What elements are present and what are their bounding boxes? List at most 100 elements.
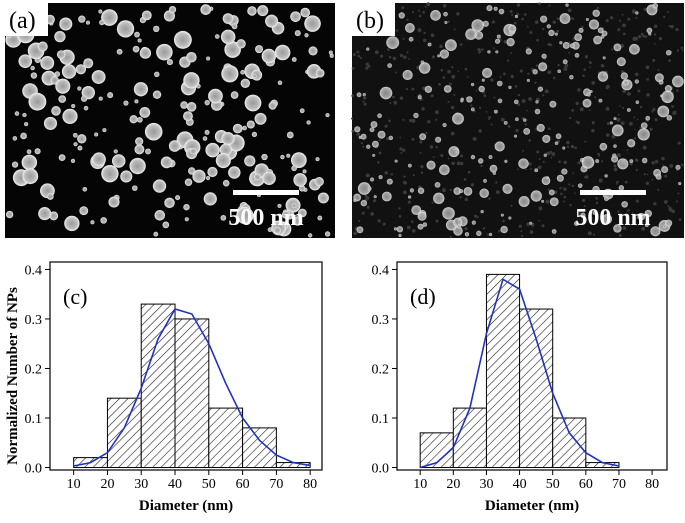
x-tick-label: 70: [612, 477, 626, 492]
particle: [129, 115, 138, 124]
noise: [386, 137, 390, 141]
noise: [635, 199, 639, 203]
noise: [351, 66, 355, 70]
particle: [417, 223, 424, 230]
noise: [380, 54, 384, 58]
noise: [584, 140, 587, 143]
noise: [646, 93, 650, 97]
noise: [406, 51, 409, 54]
particle: [612, 153, 617, 158]
noise: [611, 134, 616, 139]
particle: [496, 80, 503, 87]
noise: [588, 109, 591, 112]
noise: [475, 90, 478, 92]
noise: [637, 89, 641, 93]
particle: [54, 71, 61, 77]
noise: [591, 81, 596, 85]
noise: [643, 173, 646, 176]
particle: [488, 232, 493, 237]
particle: [465, 28, 477, 40]
noise: [547, 70, 552, 75]
particle: [145, 148, 151, 155]
particle: [613, 224, 622, 233]
y-tick-label: 0.0: [372, 462, 390, 477]
particle: [530, 190, 542, 202]
noise: [634, 72, 639, 77]
particle: [609, 121, 613, 125]
particle: [513, 134, 518, 138]
label-box: [352, 3, 395, 36]
noise: [618, 233, 622, 237]
particle: [291, 203, 297, 209]
x-tick-label: 50: [546, 477, 560, 492]
particle: [257, 5, 269, 17]
particle: [613, 117, 617, 121]
particle: [55, 78, 71, 94]
noise: [459, 196, 462, 199]
particle: [604, 196, 609, 202]
noise: [670, 24, 674, 29]
particle: [439, 49, 449, 59]
particle: [208, 88, 223, 104]
particle: [51, 106, 61, 116]
noise: [399, 136, 401, 139]
particle: [551, 229, 557, 234]
particle: [267, 227, 273, 233]
noise: [669, 164, 674, 168]
particle: [508, 216, 512, 220]
noise: [423, 31, 426, 35]
noise: [449, 236, 452, 239]
noise: [395, 29, 399, 32]
particle: [34, 148, 41, 155]
particle: [5, 210, 14, 219]
noise: [572, 172, 575, 174]
y-tick-label: 0.3: [25, 313, 43, 328]
noise: [680, 46, 684, 50]
bar: [452, 407, 487, 469]
particle: [637, 212, 646, 221]
particle: [503, 120, 508, 125]
particle: [409, 188, 415, 193]
particle: [47, 193, 54, 200]
particle: [652, 3, 659, 9]
particle: [523, 127, 531, 135]
noise: [674, 110, 677, 113]
particle: [478, 158, 484, 164]
bar: [208, 407, 244, 469]
noise: [450, 106, 455, 110]
particle: [644, 209, 652, 218]
noise: [640, 32, 644, 36]
x-axis-label: Diameter (nm): [485, 498, 579, 514]
noise: [435, 118, 438, 121]
noise: [595, 201, 599, 205]
particle: [580, 212, 586, 218]
particle: [378, 175, 383, 180]
noise: [541, 224, 545, 228]
noise: [363, 102, 367, 106]
x-tick-label: 80: [303, 477, 317, 492]
particle: [493, 6, 498, 11]
particle: [219, 143, 232, 156]
noise: [645, 65, 650, 70]
noise: [588, 61, 592, 65]
particle: [629, 43, 640, 55]
particle: [14, 111, 20, 116]
noise: [366, 205, 370, 209]
noise: [399, 53, 404, 58]
noise: [515, 128, 519, 133]
particle: [293, 173, 307, 187]
noise: [574, 192, 576, 194]
noise: [676, 49, 680, 52]
particle: [329, 53, 334, 58]
particle: [443, 85, 452, 93]
noise: [587, 231, 592, 236]
particle: [22, 168, 39, 185]
particle: [463, 186, 473, 196]
noise: [365, 62, 369, 66]
noise: [370, 212, 374, 216]
particle: [236, 39, 246, 49]
noise: [681, 49, 684, 52]
particle: [574, 221, 579, 226]
noise: [613, 164, 617, 168]
particle: [452, 112, 464, 125]
